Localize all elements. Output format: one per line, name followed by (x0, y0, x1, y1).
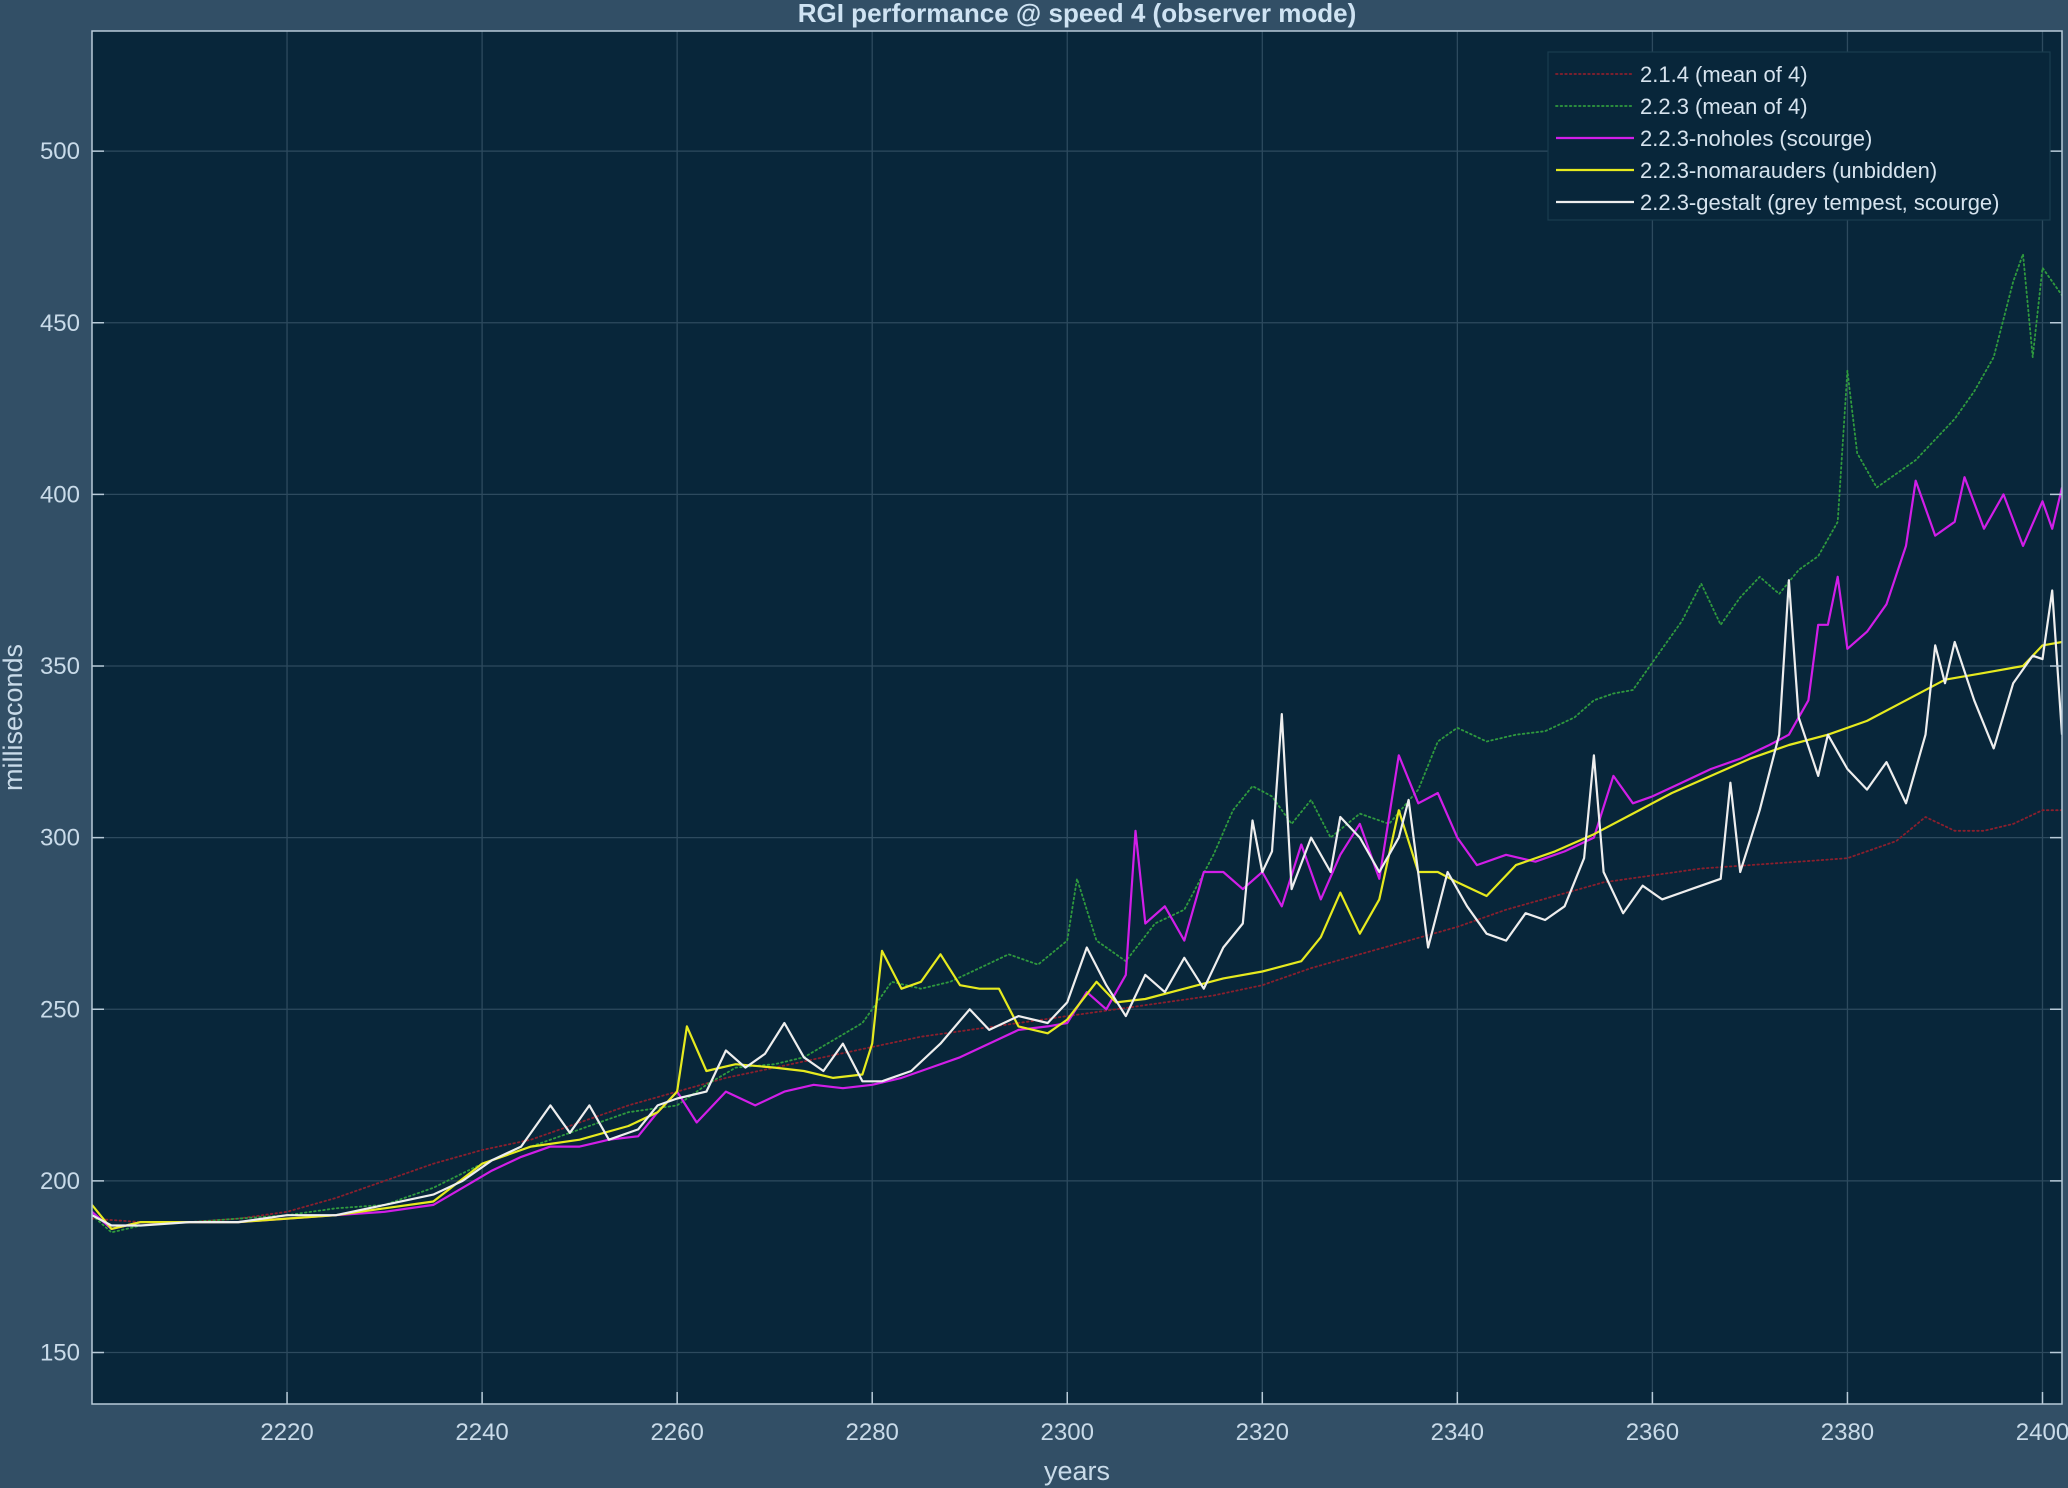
legend-entry: 2.2.3 (mean of 4) (1640, 94, 1808, 119)
series-line-3 (92, 640, 2062, 1230)
x-tick-label: 2340 (1431, 1419, 1484, 1446)
series-line-1 (92, 253, 2062, 1234)
legend: 2.1.4 (mean of 4) 2.2.3 (mean of 4) 2.2.3-… (1547, 51, 2051, 221)
series-line-2 (92, 476, 2062, 1230)
x-axis-ticks: 2220 2240 2260 2280 2300 2320 2340 2360 2380 2400 (260, 1392, 2068, 1446)
y-tick-label: 350 (40, 653, 80, 680)
axes-frame (91, 30, 2063, 1405)
y-tick-label: 400 (40, 481, 80, 508)
y-tick-label: 200 (40, 1168, 80, 1195)
x-tick-label: 2360 (1626, 1419, 1679, 1446)
y-tick-label: 250 (40, 996, 80, 1023)
x-axis-label: years (1044, 1456, 1110, 1486)
grid-lines (92, 31, 2062, 1404)
y-tick-label: 500 (40, 138, 80, 165)
x-tick-label: 2300 (1041, 1419, 1094, 1446)
legend-entry: 2.2.3-gestalt (grey tempest, scourge) (1640, 190, 2000, 215)
x-tick-label: 2220 (260, 1419, 313, 1446)
x-tick-label: 2260 (650, 1419, 703, 1446)
y-tick-label: 300 (40, 825, 80, 852)
legend-entry: 2.2.3-noholes (scourge) (1640, 126, 1872, 151)
chart-title: RGI performance @ speed 4 (observer mode… (798, 0, 1357, 28)
plot-area (92, 31, 2062, 1404)
legend-box (1547, 51, 2051, 221)
y-axis-ticks: 150 200 250 300 350 400 450 500 (40, 138, 2062, 1367)
x-tick-label: 2240 (455, 1419, 508, 1446)
series-line-4 (92, 579, 2062, 1227)
x-tick-label: 2380 (1821, 1419, 1874, 1446)
legend-entry: 2.1.4 (mean of 4) (1640, 62, 1808, 87)
series-line-0 (92, 809, 2062, 1223)
y-tick-label: 450 (40, 310, 80, 337)
y-axis-label: milliseconds (0, 644, 28, 791)
series-layer (92, 253, 2062, 1234)
x-tick-label: 2320 (1236, 1419, 1289, 1446)
x-tick-label: 2400 (2016, 1419, 2068, 1446)
legend-entry: 2.2.3-nomarauders (unbidden) (1640, 158, 1937, 183)
y-tick-label: 150 (40, 1340, 80, 1367)
x-tick-label: 2280 (846, 1419, 899, 1446)
